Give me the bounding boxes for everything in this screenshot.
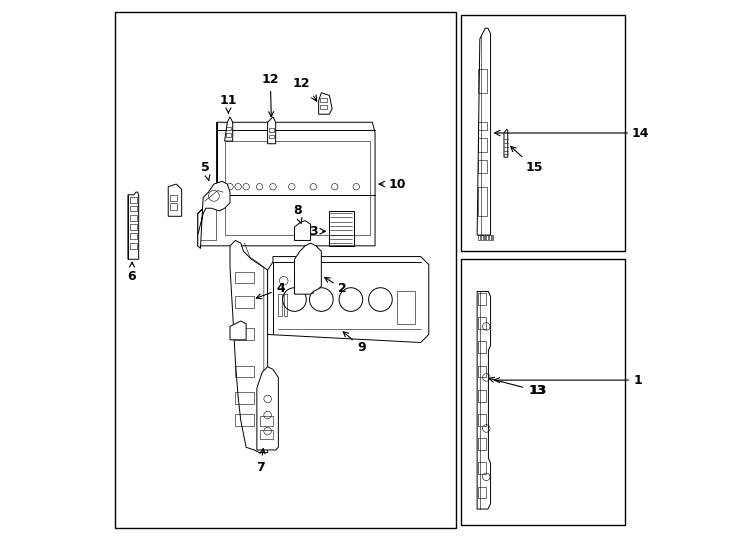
Bar	[478, 438, 486, 450]
Bar	[297, 276, 313, 282]
Polygon shape	[504, 129, 508, 157]
Polygon shape	[257, 367, 278, 450]
Bar	[269, 134, 274, 138]
Text: 9: 9	[344, 332, 366, 354]
Bar	[489, 235, 490, 240]
Text: 15: 15	[511, 146, 543, 174]
Bar	[461, 259, 625, 525]
Bar	[130, 233, 137, 239]
Bar	[481, 235, 482, 240]
Bar	[478, 487, 486, 498]
Polygon shape	[268, 117, 276, 144]
Bar	[284, 294, 287, 316]
Bar	[130, 215, 137, 220]
Text: 7: 7	[256, 449, 265, 474]
Bar	[478, 160, 487, 173]
Polygon shape	[294, 243, 321, 294]
Bar	[236, 393, 254, 404]
Bar	[478, 122, 487, 130]
Bar	[170, 195, 178, 201]
Bar	[236, 414, 254, 426]
Bar	[461, 15, 625, 251]
Bar	[130, 224, 137, 230]
Text: 5: 5	[201, 161, 210, 180]
Text: 12: 12	[261, 73, 279, 117]
Bar	[484, 235, 485, 240]
Bar	[492, 235, 493, 240]
Bar	[278, 294, 282, 316]
Text: 13: 13	[489, 377, 545, 397]
Bar	[170, 204, 178, 210]
Bar	[396, 292, 415, 323]
Bar	[478, 366, 486, 377]
Bar	[478, 318, 486, 329]
Bar	[478, 414, 486, 426]
Text: 13: 13	[529, 384, 547, 397]
Bar	[226, 133, 230, 137]
Text: 4: 4	[256, 282, 286, 299]
Bar	[478, 138, 487, 152]
Bar	[225, 141, 370, 235]
Text: 2: 2	[324, 278, 347, 295]
Polygon shape	[268, 256, 429, 342]
Polygon shape	[319, 93, 332, 114]
Bar	[130, 206, 137, 211]
Polygon shape	[168, 184, 181, 217]
Polygon shape	[230, 240, 268, 453]
Polygon shape	[197, 122, 375, 246]
Bar	[478, 462, 486, 474]
Polygon shape	[294, 220, 310, 240]
Bar	[130, 198, 137, 203]
Polygon shape	[477, 28, 490, 235]
Bar	[269, 128, 274, 132]
Polygon shape	[477, 292, 490, 509]
Text: 8: 8	[293, 205, 302, 224]
Bar	[330, 211, 354, 246]
Polygon shape	[225, 117, 233, 141]
Bar	[236, 296, 254, 308]
Bar	[479, 235, 480, 240]
Bar	[478, 187, 487, 217]
Text: 3: 3	[309, 225, 318, 238]
Text: 14: 14	[632, 126, 650, 139]
Polygon shape	[230, 321, 246, 340]
Bar	[478, 341, 486, 353]
Bar	[236, 366, 254, 377]
Bar	[296, 232, 309, 238]
Bar	[297, 266, 313, 271]
Bar	[297, 255, 313, 260]
Text: 10: 10	[388, 178, 406, 191]
Text: 11: 11	[219, 94, 237, 113]
Bar	[226, 126, 230, 130]
Text: 6: 6	[128, 262, 136, 283]
Bar	[296, 225, 309, 231]
Bar	[486, 235, 488, 240]
Polygon shape	[128, 192, 139, 259]
Bar	[320, 98, 327, 103]
Bar	[478, 69, 487, 93]
Text: 12: 12	[293, 77, 310, 90]
Bar	[478, 293, 486, 305]
Bar	[260, 416, 273, 426]
Bar	[297, 287, 313, 293]
Bar	[236, 328, 254, 340]
Bar	[320, 105, 327, 109]
Text: 1: 1	[495, 374, 643, 387]
Bar	[236, 272, 254, 284]
Bar	[130, 243, 137, 248]
Bar	[478, 390, 486, 402]
Polygon shape	[197, 181, 230, 248]
Bar	[260, 429, 273, 439]
Bar	[115, 12, 456, 528]
